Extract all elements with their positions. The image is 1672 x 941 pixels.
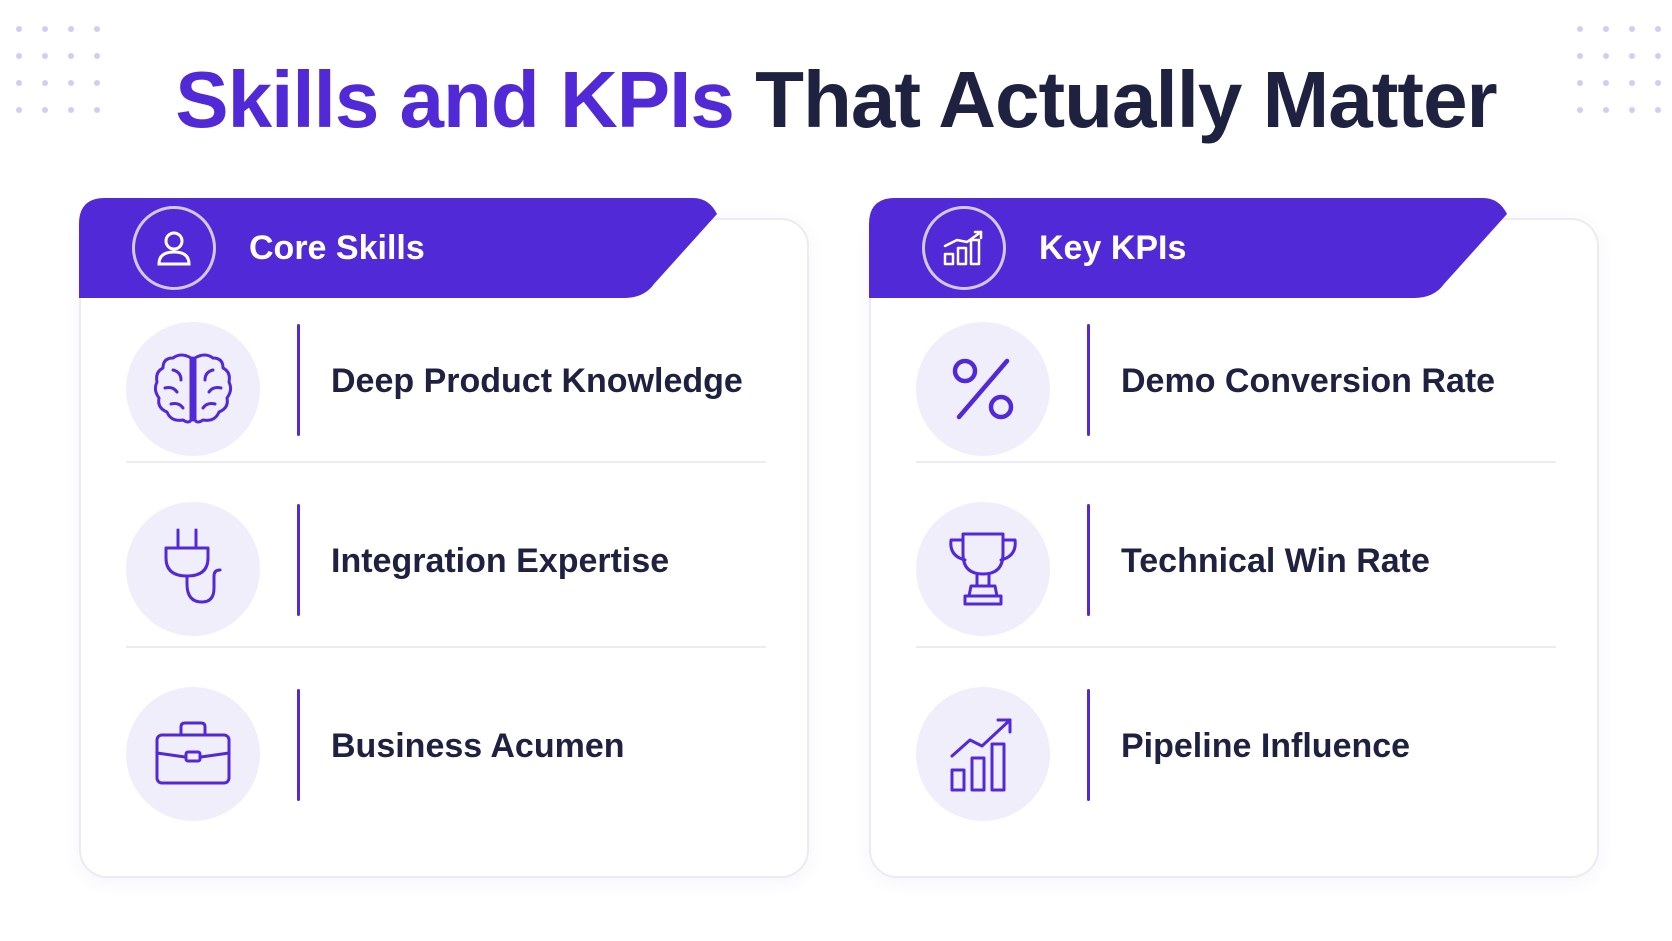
divider-line — [297, 504, 300, 616]
briefcase-icon — [126, 687, 260, 821]
divider-line — [1087, 504, 1090, 616]
kpi-label: Technical Win Rate — [1121, 542, 1430, 580]
trophy-icon — [916, 502, 1050, 636]
list-item: Business Acumen — [126, 677, 766, 827]
skill-label: Business Acumen — [331, 727, 625, 765]
row-separator — [126, 461, 766, 463]
key-kpis-banner: Key KPIs — [869, 198, 1529, 298]
row-separator — [916, 646, 1556, 648]
list-item: Technical Win Rate — [916, 492, 1556, 642]
page-title-rest: That Actually Matter — [733, 55, 1498, 144]
page-title-accent: Skills and KPIs — [175, 55, 735, 144]
row-separator — [126, 646, 766, 648]
key-kpis-card: Key KPIs Demo Conversion Rate Techni — [869, 198, 1599, 878]
decorative-dots-left — [16, 26, 120, 134]
growth-chart-icon — [916, 687, 1050, 821]
bar-chart-icon — [922, 206, 1006, 290]
core-skills-card: Core Skills Deep Product Knowledge — [79, 198, 809, 878]
decorative-dots-right — [1577, 26, 1672, 134]
brain-icon — [126, 322, 260, 456]
skill-label: Integration Expertise — [331, 542, 670, 580]
list-item: Pipeline Influence — [916, 677, 1556, 827]
skill-label: Deep Product Knowledge — [331, 362, 743, 400]
list-item: Demo Conversion Rate — [916, 312, 1556, 462]
kpi-label: Pipeline Influence — [1121, 727, 1411, 765]
row-separator — [916, 461, 1556, 463]
list-item: Deep Product Knowledge — [126, 312, 766, 462]
list-item: Integration Expertise — [126, 492, 766, 642]
page-title: Skills and KPIs That Actually Matter — [0, 52, 1672, 148]
divider-line — [1087, 324, 1090, 436]
divider-line — [297, 324, 300, 436]
kpi-label: Demo Conversion Rate — [1121, 362, 1496, 400]
user-icon — [132, 206, 216, 290]
core-skills-banner: Core Skills — [79, 198, 739, 298]
divider-line — [1087, 689, 1090, 801]
percent-icon — [916, 322, 1050, 456]
divider-line — [297, 689, 300, 801]
plug-icon — [126, 502, 260, 636]
core-skills-title: Core Skills — [249, 229, 425, 267]
key-kpis-title: Key KPIs — [1039, 229, 1187, 267]
